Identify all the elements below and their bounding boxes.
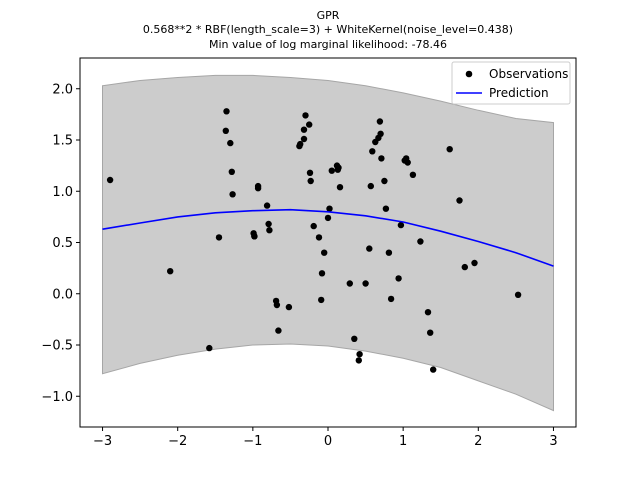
observation-point (417, 238, 424, 245)
observation-point (378, 155, 385, 162)
observation-point (285, 303, 293, 311)
observation-point (430, 366, 437, 373)
observation-point (446, 146, 453, 153)
observation-point (318, 270, 326, 277)
observation-point (404, 159, 411, 166)
observation-point (266, 227, 273, 234)
x-tick-label: 3 (549, 434, 557, 449)
observation-point (362, 280, 369, 287)
observation-point (206, 344, 213, 352)
legend: Observations Prediction (451, 61, 571, 105)
observation-point (228, 168, 235, 175)
observation-point (310, 222, 317, 230)
observation-point (346, 280, 353, 287)
observation-point (167, 268, 174, 275)
y-tick-label: 0.5 (52, 236, 73, 251)
observation-point (215, 234, 223, 241)
observation-point (318, 296, 325, 304)
y-tick-label: 1.5 (52, 134, 73, 149)
observation-point (395, 275, 402, 282)
observation-point (315, 234, 323, 241)
observation-point (324, 214, 332, 222)
legend-observations-label: Observations (489, 67, 568, 81)
observation-point (273, 301, 281, 309)
confidence-band (102, 74, 554, 412)
observation-point (275, 327, 282, 334)
observation-point (307, 177, 314, 185)
chart-title-line-1: GPR (317, 9, 340, 22)
chart-title-line-2: 0.568**2 * RBF(length_scale=3) + WhiteKe… (143, 23, 513, 36)
observation-point (222, 127, 229, 134)
observation-point (387, 295, 395, 303)
observation-point (424, 309, 432, 316)
observation-point (366, 245, 373, 252)
observation-point (300, 126, 308, 133)
x-tick-label: −3 (93, 434, 112, 449)
observation-point (306, 169, 314, 176)
observation-point (227, 139, 234, 147)
x-tick-label: 0 (324, 434, 332, 449)
x-tick-label: −1 (243, 434, 262, 449)
observation-point (377, 130, 384, 137)
x-tick-label: 2 (474, 434, 482, 449)
observation-point (382, 205, 390, 212)
x-tick-label: 1 (399, 434, 407, 449)
observation-point (367, 182, 374, 190)
plot-area (102, 74, 554, 412)
observation-point (300, 135, 308, 143)
y-tick-label: 1.0 (52, 185, 73, 200)
observation-point (381, 177, 388, 185)
observation-point (265, 220, 272, 228)
prediction-line (102, 208, 554, 267)
observation-point (223, 108, 230, 115)
observation-point (328, 167, 335, 174)
observation-point (251, 233, 258, 240)
observation-point (397, 221, 405, 229)
legend-prediction-label: Prediction (489, 86, 549, 100)
observation-point (106, 176, 114, 184)
observation-point (254, 185, 262, 192)
y-tick-label: −1.0 (41, 390, 73, 405)
y-tick-label: −0.5 (41, 339, 73, 354)
observation-point (306, 121, 313, 128)
observation-point (335, 164, 342, 171)
observation-point (376, 118, 384, 125)
observation-point (229, 191, 236, 198)
y-tick-label: 0.0 (52, 287, 73, 302)
observation-point (356, 351, 363, 358)
observation-point (326, 205, 333, 212)
observation-point (336, 184, 344, 191)
observation-point (302, 112, 309, 119)
observation-point (456, 197, 463, 204)
observation-point (351, 335, 358, 342)
y-tick-label: 2.0 (52, 82, 73, 97)
axes: −3 −2 −1 0 1 2 3 −1.0 −0.5 0.0 0.5 1.0 1.5 2.0 (41, 57, 577, 449)
observation-point (297, 140, 304, 148)
observation-point (263, 202, 271, 209)
observation-point (514, 291, 522, 298)
observation-point (427, 329, 434, 336)
chart-title-line-3: Min value of log marginal likelihood: -7… (209, 38, 447, 51)
observation-point (321, 249, 328, 256)
observation-point (385, 249, 393, 256)
observation-point (471, 259, 478, 267)
observation-point (355, 357, 362, 364)
observation-point (409, 171, 417, 178)
legend-observations-marker (465, 70, 473, 78)
observation-point (369, 148, 376, 155)
observation-point (461, 263, 468, 271)
x-tick-label: −2 (168, 434, 187, 449)
